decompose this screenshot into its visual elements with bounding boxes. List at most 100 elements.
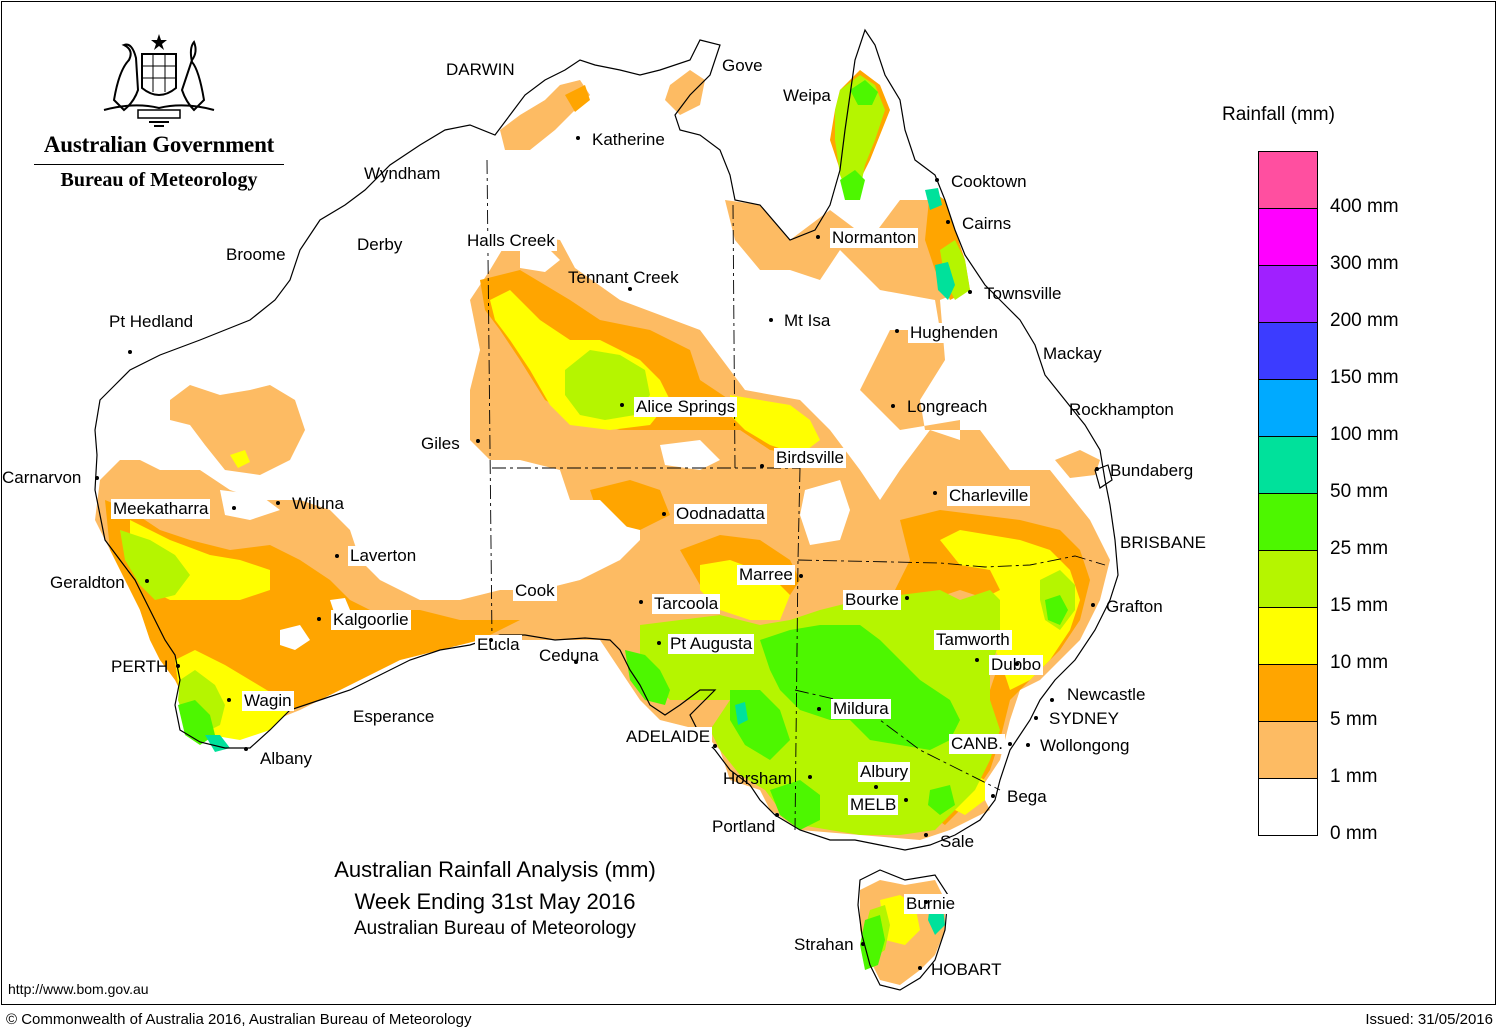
place-label: Giles [419,434,462,454]
place-marker [816,235,820,239]
place-label: PERTH [111,657,169,676]
place-marker [244,747,248,751]
place-marker [1034,716,1038,720]
legend-label: 300 mm [1330,253,1399,274]
place-marker [574,660,578,664]
legend-label: 200 mm [1330,310,1399,331]
legend-swatch [1259,266,1317,323]
place-marker [476,439,480,443]
legend-label: 0 mm [1330,823,1378,844]
legend-swatch [1259,323,1317,380]
place-label: Ceduna [539,646,599,665]
place-marker [808,775,812,779]
place-marker [905,596,909,600]
place-label: Bourke [843,590,901,610]
place-label: Tamworth [934,630,1012,650]
place-marker [232,506,236,510]
place-marker [335,554,339,558]
place-label: Wollongong [1040,736,1130,755]
place-label: Oodnadatta [674,504,767,524]
place-label: DARWIN [446,60,515,79]
place-marker [946,220,950,224]
place-label: Cook [513,581,557,601]
website-link[interactable]: http://www.bom.gov.au [8,981,149,997]
map-frame [1,1,1496,1005]
place-label: Grafton [1106,597,1163,616]
place-label: Pt Augusta [668,634,755,654]
place-marker [933,491,937,495]
place-marker [935,178,939,182]
bureau-name: Bureau of Meteorology [60,169,258,191]
legend-label: 10 mm [1330,652,1389,673]
place-label: Cooktown [951,172,1027,191]
place-label: Esperance [353,707,435,726]
legend-label: 1 mm [1330,766,1378,787]
place-marker [576,136,580,140]
place-marker [628,287,632,291]
legend-swatch [1259,380,1317,437]
place-label: Tarcoola [652,594,721,614]
place-label: MELB [848,795,899,815]
place-marker [1095,467,1099,471]
place-label: Gove [722,56,763,75]
place-label: Wagin [242,691,294,711]
place-label: Townsville [984,284,1062,303]
place-marker [1026,743,1030,747]
place-label: Portland [712,817,776,836]
place-marker [1050,698,1054,702]
agency-name: Australian Government [43,132,275,157]
place-label: Wiluna [292,494,344,513]
place-label: Eucla [475,635,522,655]
title-line-3: Australian Bureau of Meteorology [354,918,636,939]
legend-label: 25 mm [1330,538,1389,559]
place-label: Derby [357,235,403,254]
legend-swatch [1259,437,1317,494]
place-label: Mackay [1043,344,1102,363]
place-label: Bundaberg [1110,461,1194,480]
place-label: Charleville [947,486,1031,506]
place-marker [1008,742,1012,746]
place-marker [991,794,995,798]
place-marker [639,600,643,604]
rainfall-shading [95,70,1110,985]
legend-title: Rainfall (mm) [1222,104,1335,125]
place-marker [817,707,821,711]
place-label: CANB. [949,734,1005,754]
legend-label: 400 mm [1330,196,1399,217]
place-marker [760,464,764,468]
place-label: Geraldton [50,573,125,592]
issued-date: Issued: 31/05/2016 [1365,1011,1493,1028]
place-marker [176,664,180,668]
place-label: Sale [940,832,975,851]
legend-swatch [1259,722,1317,779]
place-marker [317,617,321,621]
legend-swatch [1259,779,1317,835]
place-label: Carnarvon [2,468,82,487]
place-label: Albury [858,762,911,782]
place-label: Birdsville [774,448,847,468]
legend-label: 15 mm [1330,595,1389,616]
place-label: Albany [260,749,312,768]
place-label: Bega [1007,787,1047,806]
logo-divider [34,164,284,165]
place-label: Kalgoorlie [331,610,411,630]
place-label: SYDNEY [1049,709,1119,728]
title-line-1: Australian Rainfall Analysis (mm) [334,857,656,882]
place-marker [891,404,895,408]
place-marker [657,641,661,645]
place-marker [775,813,779,817]
place-label: Longreach [907,397,988,416]
place-label: Halls Creek [465,231,557,251]
place-label: Strahan [794,935,854,954]
place-label: BRISBANE [1120,533,1206,552]
place-marker [620,403,624,407]
legend-swatch [1259,665,1317,722]
place-label: Katherine [592,130,665,149]
place-label: Hughenden [908,323,1000,343]
legend-label: 5 mm [1330,709,1378,730]
place-marker [861,942,865,946]
place-label: Marree [737,565,795,585]
place-marker [227,698,231,702]
legend-label: 50 mm [1330,481,1389,502]
